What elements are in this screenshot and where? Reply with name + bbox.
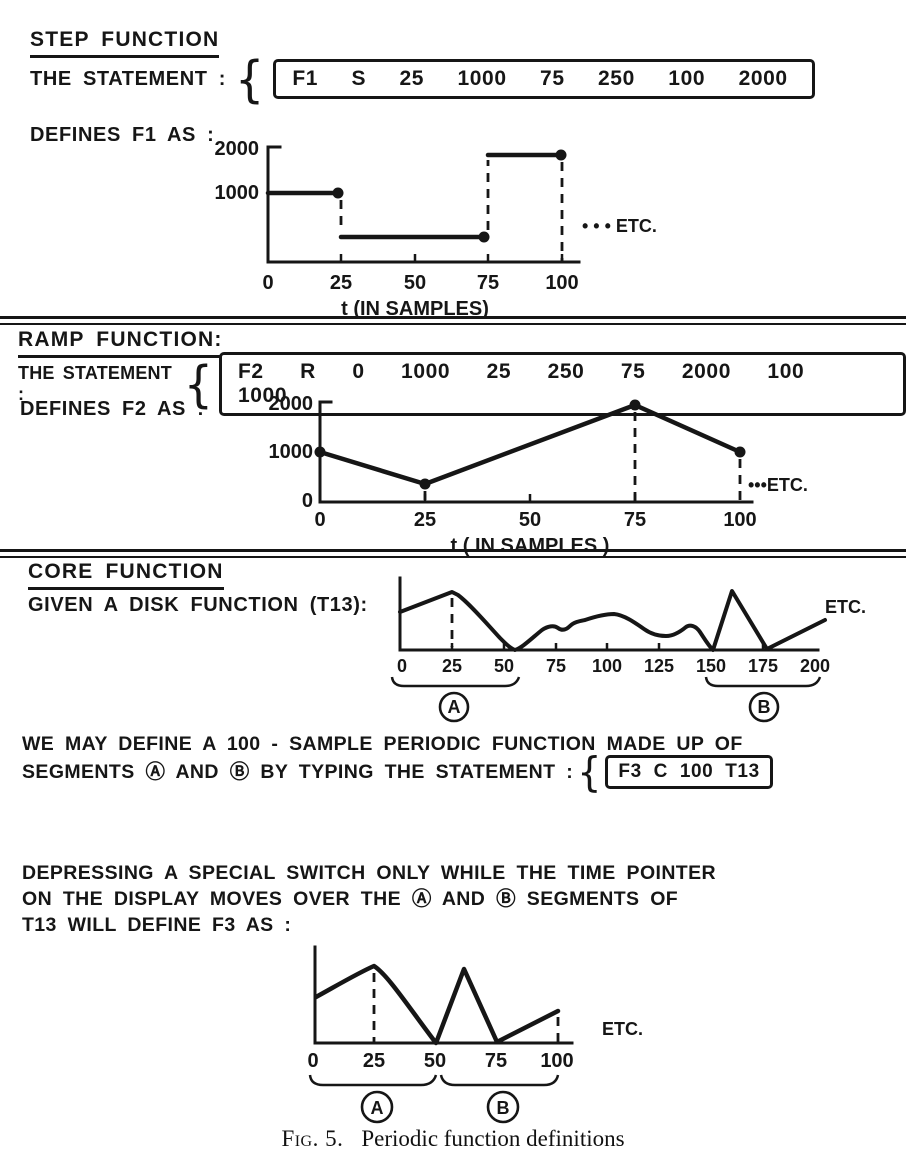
define-paragraph-line2-text: SEGMENTS Ⓐ AND Ⓑ BY TYPING THE STATEMENT… [22, 760, 574, 783]
ramp-point-100-1000 [734, 446, 746, 458]
step-x-tickmarks [339, 254, 564, 262]
figure-caption-number: Fig. 5. [281, 1126, 344, 1151]
step-statement-box: F1 S 25 1000 75 250 100 2000 [273, 58, 816, 100]
ramp-xtick-75: 75 [624, 509, 646, 531]
f3-etc-label: ETC. [602, 1019, 643, 1039]
f3-segment-a-circle [360, 1090, 394, 1124]
step-statement-label: THE STATEMENT : [30, 67, 227, 90]
step-section-title: STEP FUNCTION [30, 28, 220, 59]
ramp-statement-box: F2 R 0 1000 25 250 75 2000 100 1000 [219, 352, 906, 417]
core-xtick-125: 125 [644, 656, 674, 676]
core-segment-a-label: A [448, 697, 461, 717]
step-point-75-250 [478, 231, 490, 243]
ramp-etc-label: •••ETC. [748, 475, 808, 495]
core-etc-label: ETC. [825, 597, 866, 617]
ramp-point-75-2000 [629, 399, 641, 411]
ramp-xtick-50: 50 [519, 509, 541, 531]
step-xtick-0: 0 [262, 272, 273, 294]
f3-segment-a-label: A [371, 1098, 384, 1118]
core-xtick-75: 75 [546, 656, 566, 676]
core-disk-function-curve [398, 589, 827, 652]
step-left-brace: { [235, 49, 265, 109]
f3-function-chart: 0 25 50 75 100 A B ETC. [307, 945, 643, 1124]
ramp-curve [317, 402, 743, 487]
ramp-statement-label: THE STATEMENT : [18, 363, 172, 405]
ramp-point-0-1000 [314, 446, 326, 458]
ramp-xtick-25: 25 [414, 509, 436, 531]
f3-xtick-100: 100 [540, 1050, 573, 1072]
core-xtick-50: 50 [494, 656, 514, 676]
f3-segment-b-bracket [439, 1074, 560, 1087]
core-xtick-0: 0 [397, 656, 407, 676]
ramp-function-chart: 2000 1000 0 0 25 50 75 100 t ( IN SAMPLE… [269, 393, 808, 557]
f3-statement-box: F3 C 100 T13 [605, 755, 773, 789]
figure-caption-text: Periodic function definitions [361, 1126, 625, 1151]
step-xtick-50: 50 [404, 272, 426, 294]
core-xtick-100: 100 [592, 656, 622, 676]
ramp-section-title: RAMP FUNCTION: [18, 328, 223, 359]
step-ytick-2000: 2000 [215, 138, 260, 160]
figure-caption: Fig. 5. Periodic function definitions [0, 1126, 906, 1152]
f3-xtick-0: 0 [307, 1050, 318, 1072]
f3-xtick-75: 75 [485, 1050, 507, 1072]
step-point-25-1000 [332, 187, 344, 199]
core-xtick-200: 200 [800, 656, 830, 676]
core-segment-b-circle [748, 691, 780, 723]
ramp-ytick-0: 0 [302, 490, 313, 512]
core-segment-b-bracket [704, 676, 822, 688]
f3-curve [313, 963, 561, 1046]
ramp-xtick-100: 100 [723, 509, 756, 531]
step-defines-label: DEFINES F1 AS : [30, 124, 215, 146]
core-xtick-150: 150 [696, 656, 726, 676]
step-xtick-100: 100 [545, 272, 578, 294]
f3-xtick-50: 50 [424, 1050, 446, 1072]
f3-left-brace: { [577, 748, 602, 796]
switch-paragraph-line1: DEPRESSING A SPECIAL SWITCH ONLY WHILE T… [22, 862, 717, 884]
ramp-xtick-0: 0 [314, 509, 325, 531]
core-xtick-25: 25 [442, 656, 462, 676]
step-etc-label: • • • ETC. [582, 216, 657, 236]
define-paragraph-line2: SEGMENTS Ⓐ AND Ⓑ BY TYPING THE STATEMENT… [22, 748, 773, 796]
step-ytick-1000: 1000 [215, 182, 260, 204]
ramp-statement-row: THE STATEMENT : { F2 R 0 1000 25 250 75 … [18, 352, 906, 417]
ramp-left-brace: { [183, 354, 213, 414]
step-function-chart: 2000 1000 0 25 50 75 100 t (IN SAMPLES) … [215, 138, 657, 320]
f3-segment-b-label: B [497, 1098, 510, 1118]
step-point-100-2000 [555, 149, 567, 161]
f3-segment-b-circle [486, 1090, 520, 1124]
core-xtick-175: 175 [748, 656, 778, 676]
switch-paragraph-line2: ON THE DISPLAY MOVES OVER THE Ⓐ AND Ⓑ SE… [22, 888, 679, 910]
core-segment-b-label: B [758, 697, 771, 717]
step-y-axis [266, 145, 282, 264]
ramp-ytick-2000: 2000 [269, 393, 314, 415]
switch-paragraph-line3: T13 WILL DEFINE F3 AS : [22, 914, 292, 936]
step-xtick-75: 75 [477, 272, 499, 294]
step-x-axis-label: t (IN SAMPLES) [341, 298, 489, 320]
define-paragraph-line1: WE MAY DEFINE A 100 - SAMPLE PERIODIC FU… [22, 733, 743, 755]
core-function-chart: 0 25 50 75 100 125 150 175 200 A B ETC. [390, 576, 866, 723]
step-xtick-25: 25 [330, 272, 352, 294]
ramp-defines-label: DEFINES F2 AS : [20, 398, 205, 420]
core-segment-a-circle [438, 691, 470, 723]
f3-segment-a-bracket [308, 1074, 438, 1087]
ramp-y-axis [318, 400, 333, 504]
section-divider-2 [0, 549, 906, 558]
core-section-title: CORE FUNCTION [28, 560, 224, 591]
step-statement-row: THE STATEMENT : { F1 S 25 1000 75 250 10… [30, 49, 816, 109]
section-divider-1 [0, 316, 906, 325]
f3-xtick-25: 25 [363, 1050, 385, 1072]
core-given-label: GIVEN A DISK FUNCTION (T13): [28, 594, 368, 616]
ramp-ytick-1000: 1000 [269, 441, 314, 463]
core-segment-a-bracket [390, 676, 521, 688]
ramp-point-25-250 [419, 478, 431, 490]
